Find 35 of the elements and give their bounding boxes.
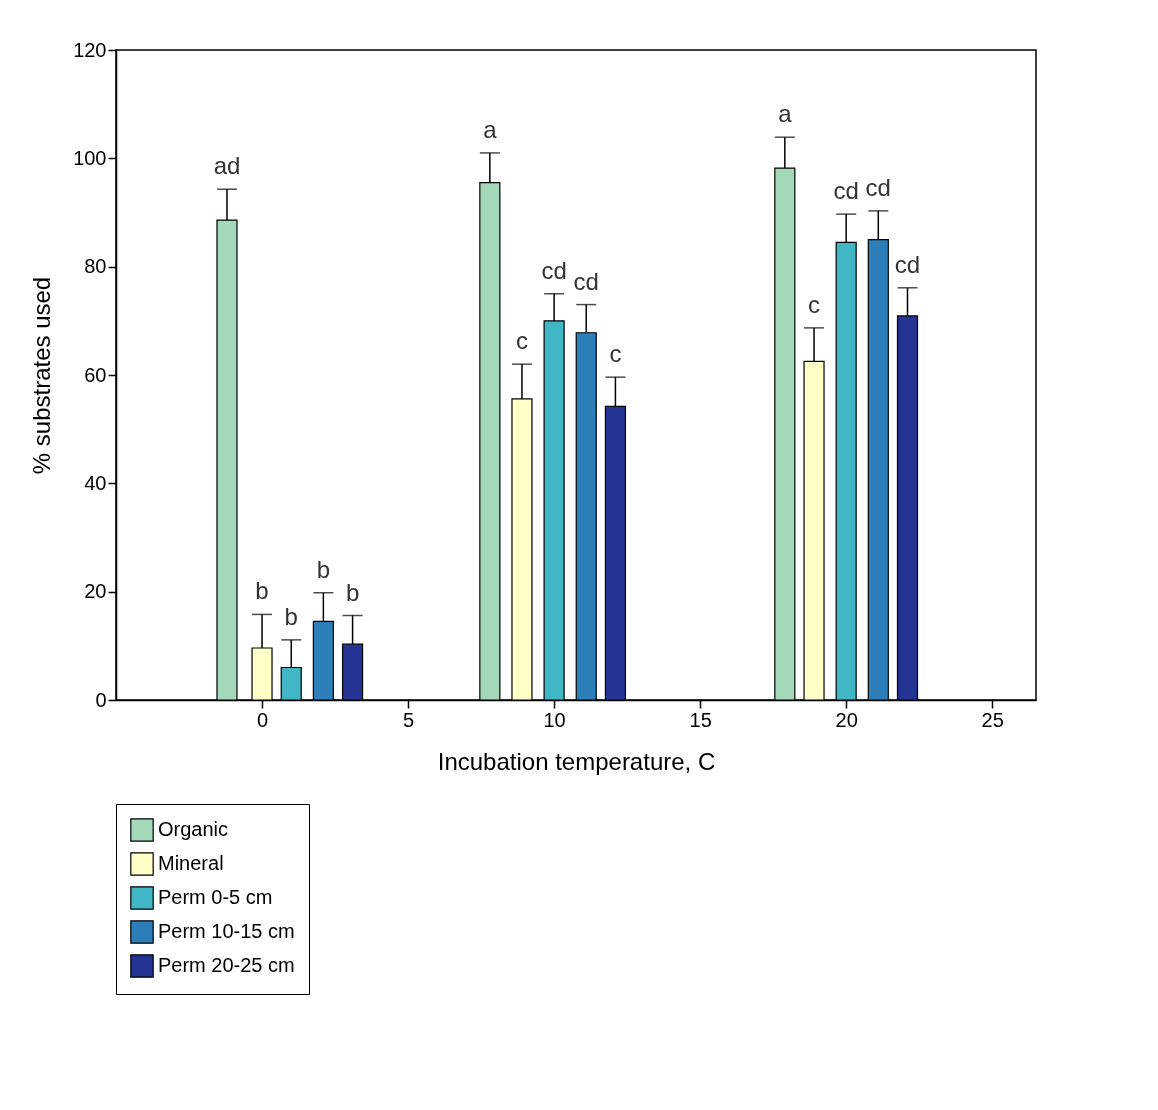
y-tick-label: 0 [95, 688, 107, 711]
y-tick-label: 40 [84, 471, 107, 494]
x-tick-label: 25 [981, 708, 1004, 731]
annotation: cd [865, 173, 891, 201]
x-tick-label: 0 [256, 708, 269, 731]
annotation: b [255, 577, 269, 605]
annotation: b [345, 578, 360, 606]
legend-label: Organic [158, 818, 229, 840]
x-axis-title: Incubation temperature, C [437, 747, 716, 775]
legend-label: Perm 0-5 cm [158, 886, 273, 908]
annotation: b [316, 555, 331, 583]
annotation: cd [833, 177, 859, 205]
y-tick-label: 120 [73, 38, 107, 61]
annotation: cd [894, 250, 921, 278]
annotation: a [778, 100, 793, 128]
annotation: ad [213, 152, 241, 180]
x-tick-label: 5 [403, 708, 415, 731]
x-tick-label: 15 [689, 708, 712, 731]
x-tick-label: 20 [835, 708, 858, 731]
x-tick-label: 10 [543, 708, 566, 731]
annotation: a [483, 115, 498, 143]
legend-label: Perm 20-25 cm [158, 954, 295, 976]
y-tick-label: 20 [84, 580, 107, 603]
y-tick-label: 100 [73, 146, 107, 169]
legend-label: Perm 10-15 cm [158, 920, 295, 942]
annotation: cd [541, 256, 567, 284]
annotation: cd [573, 267, 599, 295]
y-tick-label: 80 [84, 255, 107, 278]
annotation: c [609, 340, 622, 368]
annotation: b [284, 602, 298, 630]
annotation: c [515, 327, 528, 355]
annotation: c [808, 290, 821, 318]
y-tick-label: 60 [84, 363, 107, 386]
legend-label: Mineral [158, 852, 224, 874]
y-axis-title: % substrates used [28, 276, 56, 475]
